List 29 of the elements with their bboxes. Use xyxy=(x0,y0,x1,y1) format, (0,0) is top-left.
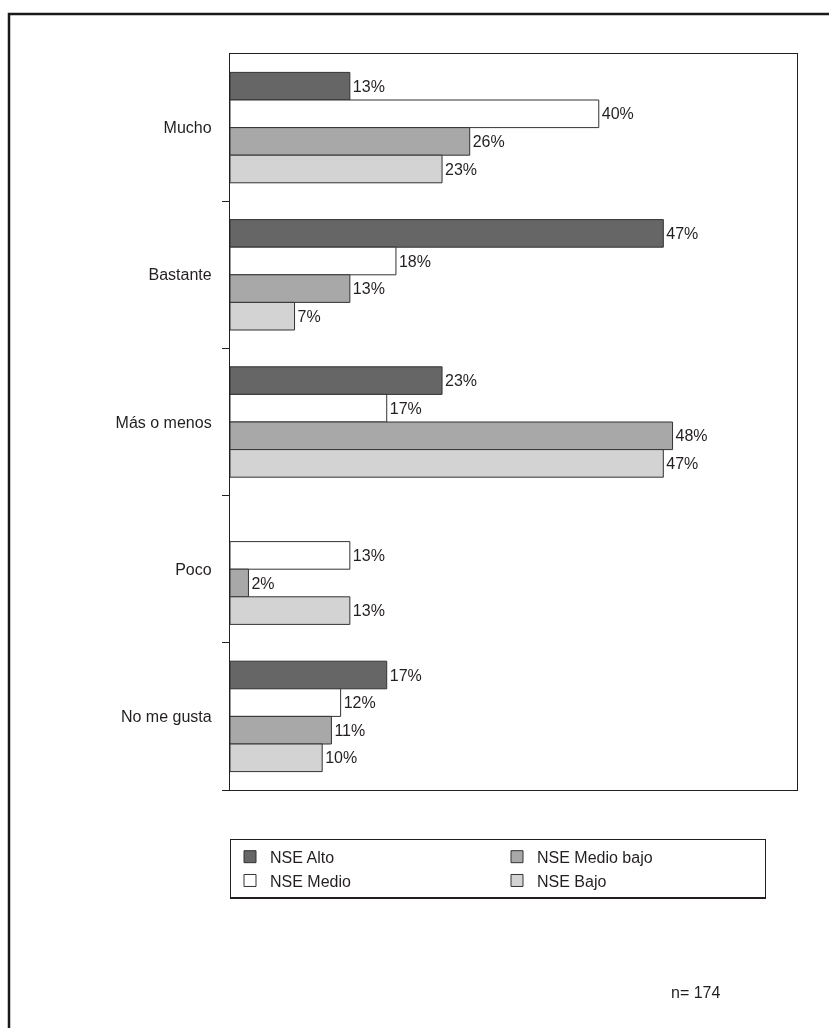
text: n= 174 xyxy=(671,984,721,1001)
legend-label: NSE Alto xyxy=(270,848,335,866)
y-tick-label: Bastante xyxy=(148,266,212,284)
data-label: 23% xyxy=(445,372,478,390)
data-label: 13% xyxy=(352,77,385,95)
data-label: 2% xyxy=(251,574,275,592)
data-label: 23% xyxy=(445,160,478,178)
data-label: 12% xyxy=(343,694,376,712)
data-label: 13% xyxy=(352,602,385,620)
data-label: 13% xyxy=(352,280,385,298)
data-label: 17% xyxy=(389,666,422,684)
data-label: 10% xyxy=(325,749,358,767)
data-label: 7% xyxy=(297,307,321,325)
data-label: 47% xyxy=(666,224,699,242)
legend-label: NSE Medio bajo xyxy=(537,848,653,866)
y-tick-label: Poco xyxy=(175,560,212,578)
y-tick-label: No me gusta xyxy=(120,708,212,725)
data-label: 47% xyxy=(666,454,699,472)
y-tick-label: Más o menos xyxy=(115,413,212,431)
data-label: 26% xyxy=(472,132,505,150)
data-label: 11% xyxy=(334,721,366,739)
data-label: 13% xyxy=(352,546,385,564)
data-label: 18% xyxy=(398,252,431,270)
data-label: 40% xyxy=(601,105,634,123)
y-tick-label: Mucho xyxy=(163,119,212,137)
data-label: 17% xyxy=(389,399,422,417)
data-label: 48% xyxy=(675,427,708,445)
legend-label: NSE Medio xyxy=(270,872,352,890)
legend-label: NSE Bajo xyxy=(537,872,607,890)
